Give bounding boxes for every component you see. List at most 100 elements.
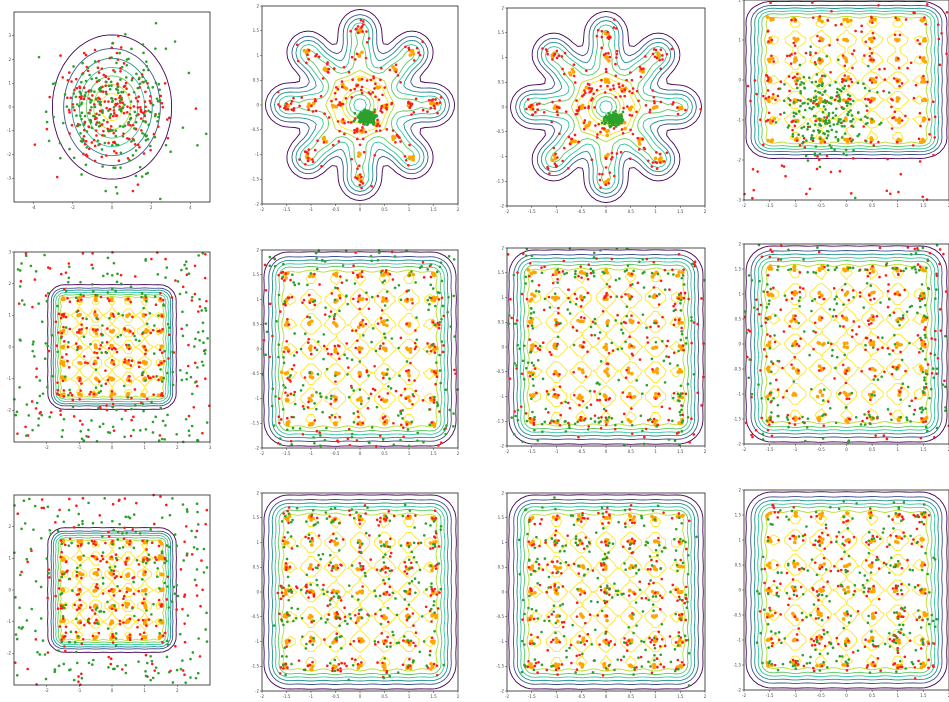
real-point (824, 101, 827, 105)
generated-point (78, 328, 81, 332)
mode-point (843, 269, 847, 273)
generated-point (926, 363, 930, 366)
x-tick-label: 2 (704, 209, 707, 214)
real-point (621, 331, 625, 335)
generated-point (333, 91, 337, 95)
generated-point (438, 323, 441, 327)
generated-point (112, 112, 116, 115)
real-point (885, 262, 889, 265)
real-point (602, 407, 606, 411)
generated-point (526, 98, 530, 101)
real-point (796, 98, 800, 102)
generated-point (57, 331, 60, 334)
generated-point (81, 252, 85, 255)
real-point (82, 123, 86, 127)
generated-point (44, 294, 48, 297)
real-point (935, 243, 939, 247)
real-point (827, 112, 831, 115)
real-point (518, 347, 521, 351)
generated-point (116, 82, 119, 85)
real-point (80, 117, 83, 121)
generated-point (16, 432, 19, 435)
generated-point (766, 333, 769, 336)
real-point (599, 249, 602, 252)
generated-point (651, 89, 655, 92)
generated-point (883, 78, 887, 81)
generated-point (612, 26, 616, 29)
real-point (418, 266, 422, 270)
generated-point (321, 77, 325, 80)
real-point (814, 89, 817, 93)
real-point (444, 432, 448, 436)
generated-point (92, 362, 96, 366)
generated-point (286, 108, 290, 111)
real-point (909, 420, 912, 423)
generated-point (315, 429, 319, 433)
real-point (817, 131, 821, 134)
generated-point (152, 132, 156, 136)
generated-point (614, 95, 618, 99)
real-point (865, 104, 868, 108)
real-point (899, 317, 902, 320)
generated-point (83, 128, 86, 132)
real-point (37, 302, 40, 305)
real-point (692, 373, 696, 376)
generated-point (356, 276, 360, 279)
mode-point (359, 320, 364, 325)
generated-point (74, 77, 78, 81)
mode-point (924, 369, 929, 373)
generated-point (849, 192, 853, 195)
real-point (605, 418, 609, 421)
generated-point (596, 398, 599, 402)
generated-point (833, 98, 837, 102)
generated-point (668, 288, 671, 291)
mode-point (820, 293, 824, 298)
real-point (618, 277, 621, 280)
generated-point (548, 421, 552, 425)
generated-point (579, 316, 583, 319)
real-point (831, 315, 835, 318)
generated-point (93, 351, 96, 354)
real-point (802, 125, 806, 129)
real-point (101, 324, 104, 327)
real-point (373, 113, 376, 117)
generated-point (414, 97, 418, 101)
generated-point (779, 80, 783, 84)
generated-point (797, 369, 800, 372)
generated-point (604, 183, 608, 187)
real-point (837, 99, 840, 103)
generated-point (65, 352, 68, 356)
real-point (379, 270, 383, 274)
real-point (204, 132, 208, 136)
generated-point (122, 111, 126, 115)
real-point (350, 435, 354, 439)
real-point (944, 406, 947, 409)
real-point (79, 280, 82, 284)
x-tick-label: 4 (189, 205, 192, 210)
generated-point (388, 273, 392, 276)
generated-point (156, 329, 160, 333)
generated-point (934, 329, 937, 333)
x-tick-label: 0 (359, 207, 362, 212)
generated-point (376, 322, 380, 325)
real-point (166, 413, 169, 417)
real-point (91, 266, 95, 270)
real-point (138, 429, 142, 432)
real-point (179, 368, 182, 372)
real-point (843, 353, 846, 357)
real-point (157, 82, 161, 86)
real-point (112, 166, 115, 169)
generated-point (822, 297, 826, 301)
generated-point (892, 116, 896, 119)
real-point (621, 118, 625, 122)
generated-point (790, 18, 793, 22)
real-point (594, 322, 597, 325)
generated-point (362, 23, 365, 26)
mode-point (894, 118, 899, 122)
real-point (133, 334, 136, 338)
generated-point (311, 160, 315, 164)
generated-point (942, 252, 945, 256)
mode-point (818, 78, 823, 82)
generated-point (746, 84, 750, 88)
generated-point (675, 432, 679, 435)
